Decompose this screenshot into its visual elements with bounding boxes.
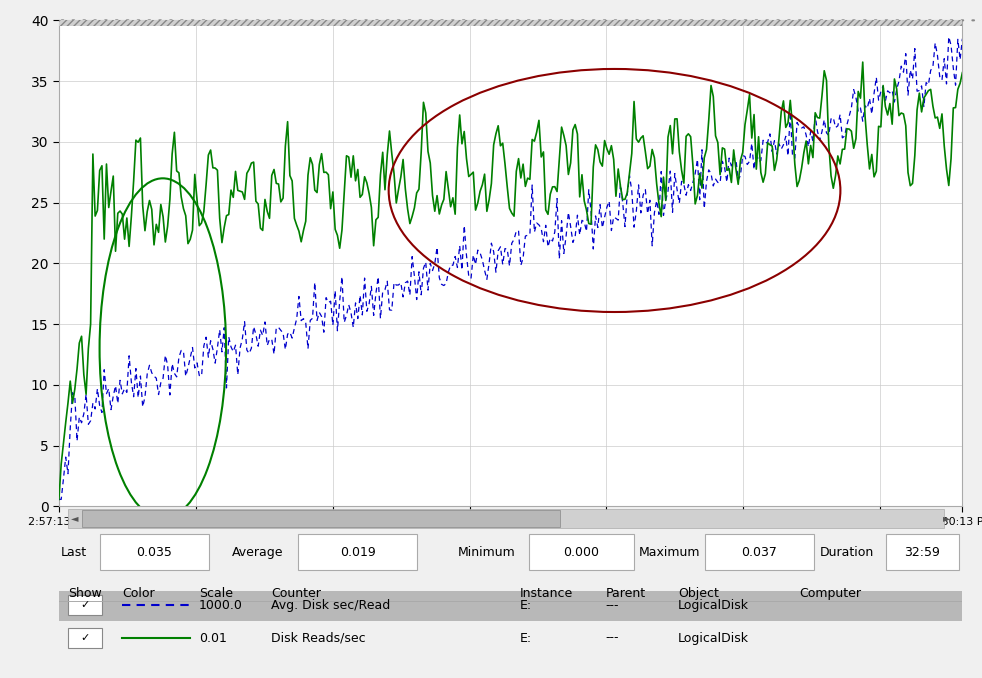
Text: Disk Reads/sec: Disk Reads/sec [271, 631, 366, 645]
Text: Object: Object [678, 587, 719, 600]
Text: Average: Average [233, 546, 284, 559]
FancyBboxPatch shape [59, 591, 962, 620]
Text: ✓: ✓ [81, 600, 89, 610]
Text: Computer: Computer [799, 587, 862, 600]
Text: Show: Show [68, 587, 102, 600]
Text: ✓: ✓ [81, 633, 89, 643]
Text: E:: E: [519, 631, 532, 645]
FancyBboxPatch shape [299, 534, 416, 570]
Text: 0.019: 0.019 [340, 546, 375, 559]
Text: Avg. Disk sec/Read: Avg. Disk sec/Read [271, 599, 391, 612]
Text: Parent: Parent [606, 587, 645, 600]
FancyBboxPatch shape [886, 534, 958, 570]
Text: 0.000: 0.000 [563, 546, 599, 559]
FancyBboxPatch shape [82, 510, 561, 527]
FancyBboxPatch shape [68, 628, 102, 648]
FancyBboxPatch shape [705, 534, 814, 570]
Text: 32:59: 32:59 [904, 546, 940, 559]
FancyBboxPatch shape [99, 534, 209, 570]
Bar [59, 20, 962, 26]
Text: LogicalDisk: LogicalDisk [678, 599, 749, 612]
FancyBboxPatch shape [68, 509, 945, 528]
FancyBboxPatch shape [68, 595, 102, 615]
Text: 0.01: 0.01 [199, 631, 227, 645]
Text: Scale: Scale [199, 587, 233, 600]
Text: 0.037: 0.037 [741, 546, 778, 559]
Text: Maximum: Maximum [639, 546, 700, 559]
Text: ►: ► [943, 514, 951, 523]
Text: Minimum: Minimum [459, 546, 516, 559]
Text: Duration: Duration [820, 546, 874, 559]
Text: Instance: Instance [519, 587, 573, 600]
Text: Color: Color [122, 587, 155, 600]
Text: 0.035: 0.035 [136, 546, 172, 559]
Text: Last: Last [61, 546, 86, 559]
Text: Counter: Counter [271, 587, 321, 600]
Text: ---: --- [606, 631, 619, 645]
Text: E:: E: [519, 599, 532, 612]
Text: LogicalDisk: LogicalDisk [678, 631, 749, 645]
Text: ---: --- [606, 599, 619, 612]
FancyBboxPatch shape [528, 534, 633, 570]
Text: ◄: ◄ [71, 514, 79, 523]
Text: 1000.0: 1000.0 [199, 599, 243, 612]
